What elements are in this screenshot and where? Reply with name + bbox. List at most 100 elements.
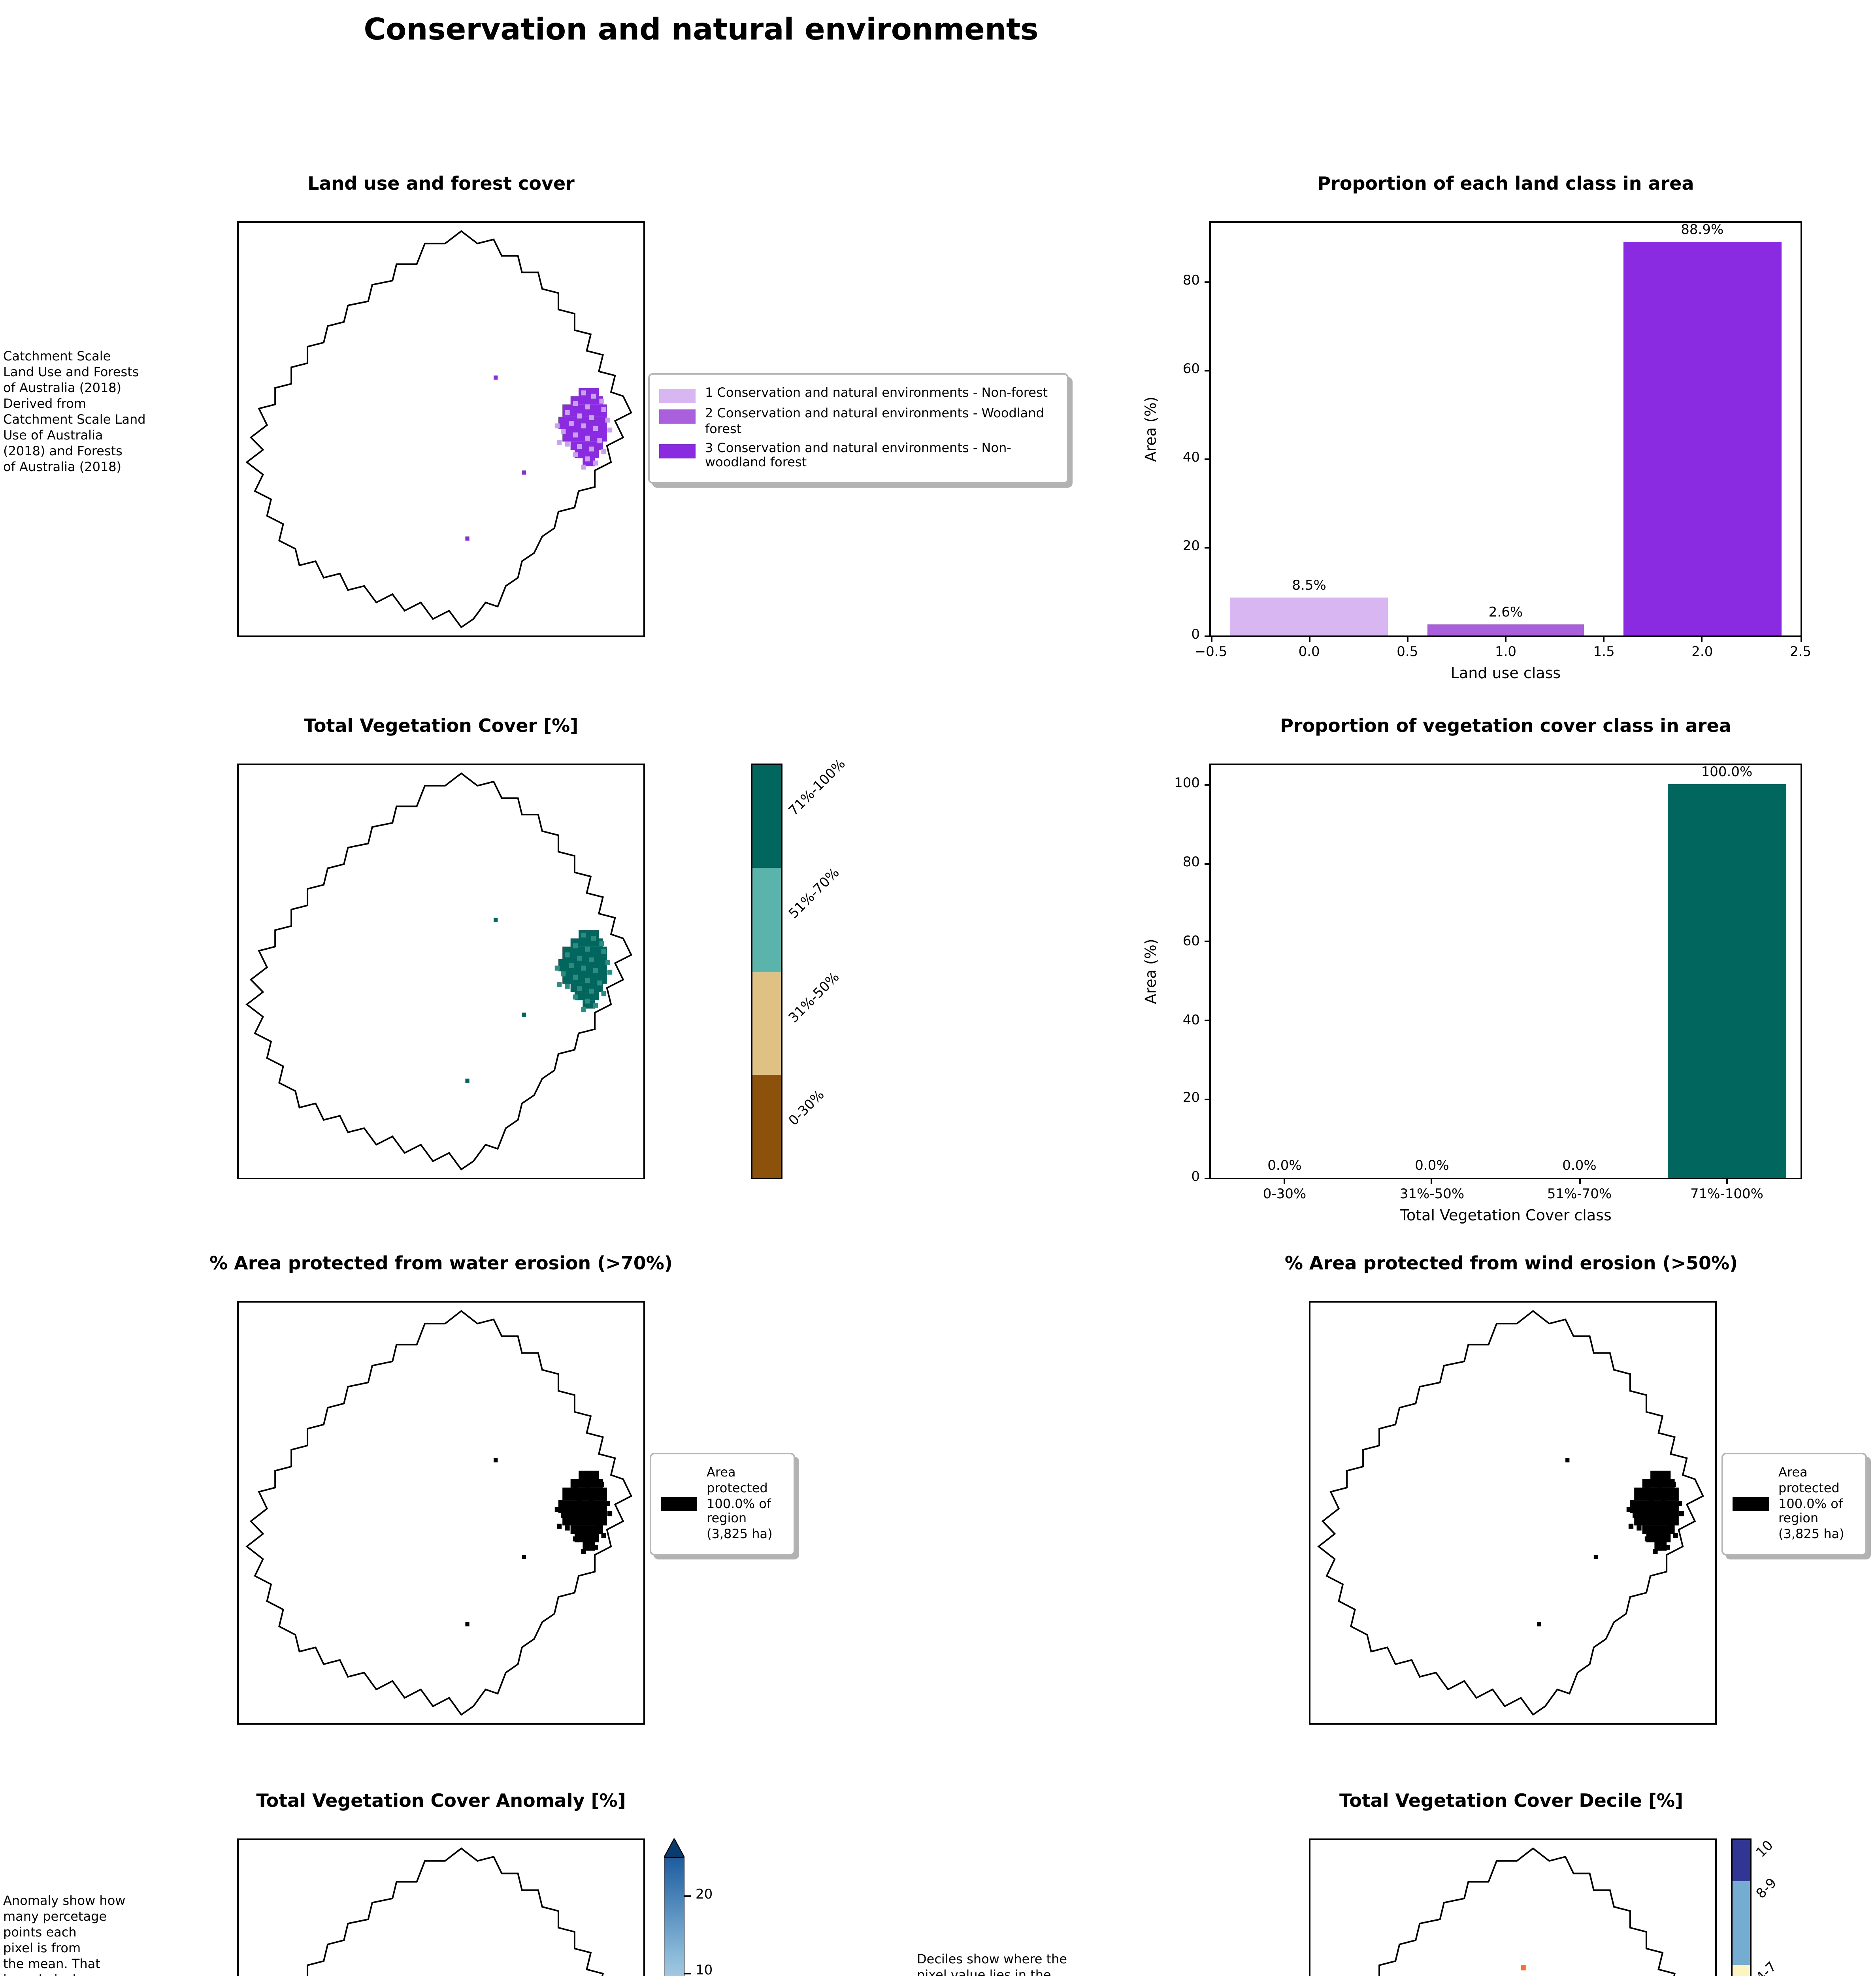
bar [1623,242,1781,635]
anomaly-colorbar: 20100−10−20 [664,1838,775,1976]
colorbar-class-label: 8-9 [1753,1876,1781,1903]
decile-map-panel [1309,1838,1717,1976]
y-tick-label: 20 [1182,539,1200,555]
colorbar-segment [1733,1965,1750,1976]
legend-entry: 2 Conservation and natural environments … [659,406,1058,437]
y-tick [1205,862,1211,864]
x-tick [1800,635,1801,642]
x-tick [1603,635,1605,642]
veg-class-chart-xlabel: Total Vegetation Cover class [1400,1208,1612,1225]
x-tick [1578,1178,1580,1184]
anomaly-colorbar-gradient [664,1838,684,1976]
colorbar-tick [684,1972,690,1974]
veg-class-chart-title: Proportion of vegetation cover class in … [1280,715,1731,737]
catchment-map-wind-erosion [1310,1303,1715,1723]
bar-value-label: 0.0% [1267,1159,1302,1175]
land-use-legend: 1 Conservation and natural environments … [648,373,1069,484]
veg-class-bar-chart: 0.0% 0.0% 0.0% 100.0% 0 20 40 60 80 100 0-30% 31%-5… [1174,764,1802,1203]
y-tick-label: 0 [1191,1170,1200,1186]
x-tick-label: 2.0 [1691,645,1713,661]
y-tick [1205,1098,1211,1100]
legend-swatch [659,389,696,403]
x-tick [1726,1178,1728,1184]
colorbar-tick-label: 20 [696,1887,713,1903]
catchment-map-water-erosion [239,1303,643,1723]
decile-note: Deciles show where the pixel value lies … [917,1952,1067,1976]
x-tick [1284,1178,1286,1184]
x-tick [1210,635,1212,642]
colorbar-class-label: 71%-100% [786,756,850,820]
x-tick [1431,1178,1433,1184]
colorbar-class-label: 4-7 [1753,1960,1781,1976]
y-tick-label: 40 [1182,1013,1200,1029]
legend-label: 3 Conservation and natural environments … [705,440,1011,470]
x-tick [1701,635,1703,642]
y-tick [1205,458,1211,460]
catchment-map-land-use [239,223,643,635]
legend-label: 2 Conservation and natural environments … [705,406,1044,436]
bar-value-label: 88.9% [1681,223,1724,239]
legend-entry: 1 Conservation and natural environments … [659,386,1058,403]
area-protected-label: Area protected 100.0% of region (3,825 h… [1778,1465,1844,1541]
wind-erosion-map-title: % Area protected from wind erosion (>50%… [1284,1252,1738,1274]
y-tick-label: 100 [1174,777,1200,793]
area-protected-label: Area protected 100.0% of region (3,825 h… [707,1465,773,1541]
bar [1668,784,1786,1178]
x-tick-label: 1.0 [1495,645,1517,661]
bar [1427,624,1584,635]
y-tick [1205,1020,1211,1022]
veg-class-chart-ylabel: Area (%) [1138,764,1167,1179]
decile-map-title: Total Vegetation Cover Decile [%] [1339,1789,1683,1812]
colorbar-class-label: 31%-50% [786,969,843,1026]
wind-erosion-map-panel [1309,1301,1717,1725]
colorbar-tick [684,1895,690,1897]
area-protected-swatch [1733,1497,1769,1511]
catchment-map-anomaly [239,1840,643,1976]
land-use-map-panel [237,221,645,637]
veg-cover-map-title: Total Vegetation Cover [%] [304,715,579,737]
y-tick-label: 80 [1182,273,1200,290]
y-tick [1205,281,1211,283]
legend-entry: 3 Conservation and natural environments … [659,440,1058,471]
veg-cover-map-panel [237,764,645,1179]
x-tick [1407,635,1408,642]
colorbar-segment [752,765,781,868]
land-use-source-note: Catchment Scale Land Use and Forests of … [3,349,146,474]
land-use-map-title: Land use and forest cover [307,172,575,194]
x-tick-label: 0.5 [1397,645,1418,661]
y-tick-label: 60 [1182,362,1200,378]
colorbar-segment [752,971,781,1075]
area-protected-swatch [661,1497,697,1511]
y-tick [1205,546,1211,548]
land-class-bar-chart: 8.5% 2.6% 88.9% 0 20 40 60 80 −0.5 0.0 0.5 1.0 1.5 2.… [1183,221,1811,661]
colorbar-class-label: 10 [1753,1838,1777,1862]
y-tick-label: 20 [1182,1091,1200,1107]
legend-swatch [659,409,696,424]
colorbar-class-label: 0-30% [786,1087,828,1129]
catchment-map-decile [1310,1840,1715,1976]
x-tick-label: −0.5 [1194,645,1227,661]
bar-value-label: 8.5% [1292,579,1326,595]
x-tick-label: 1.5 [1593,645,1615,661]
page-title: Conservation and natural environments [364,13,1039,47]
bar-value-label: 100.0% [1701,766,1753,782]
legend-label: 1 Conservation and natural environments … [705,386,1048,400]
land-class-chart-xlabel: Land use class [1450,666,1561,683]
colorbar-tick-label: 10 [696,1963,713,1976]
x-tick-label: 0.0 [1298,645,1320,661]
y-tick [1205,941,1211,943]
decile-colorbar: 108-94-72-31 [1731,1838,1780,1976]
colorbar-segment [752,868,781,971]
anomaly-map-title: Total Vegetation Cover Anomaly [%] [256,1789,626,1812]
water-erosion-map-panel [237,1301,645,1725]
x-tick-label: 2.5 [1789,645,1812,661]
wind-erosion-legend: Area protected 100.0% of region (3,825 h… [1721,1453,1867,1555]
y-tick-label: 40 [1182,451,1200,467]
y-tick [1205,635,1211,636]
bar-value-label: 0.0% [1415,1159,1449,1175]
anomaly-map-panel [237,1838,645,1976]
x-tick [1308,635,1310,642]
bar-value-label: 2.6% [1488,605,1523,621]
colorbar-segment [752,1075,781,1178]
